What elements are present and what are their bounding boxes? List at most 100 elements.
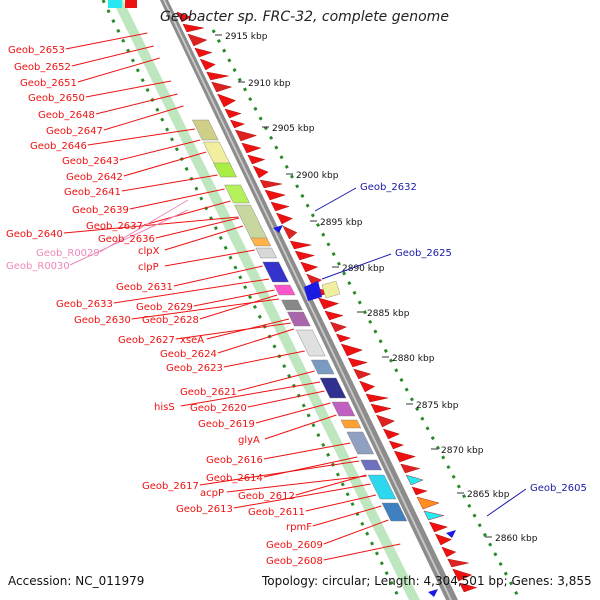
gene-block: [304, 281, 322, 301]
gene-label: Geob_2653: [8, 45, 65, 56]
gene-arrow: [211, 81, 233, 93]
leader-line: [321, 253, 392, 280]
gene-label: Geob_2614: [206, 473, 263, 484]
gene-label-right: Geob_2605: [530, 483, 587, 494]
strand-marker: [446, 530, 456, 538]
gene-label: Geob_2611: [248, 507, 305, 518]
tick-label: 2895 kbp: [320, 218, 363, 228]
gene-arrow: [247, 154, 266, 165]
leader-lines: [63, 32, 401, 561]
gene-arrow: [176, 11, 192, 23]
cog-block: [224, 184, 250, 204]
leader-line: [173, 265, 263, 287]
leader-line: [113, 278, 270, 304]
gene-arrow: [335, 333, 351, 343]
leader-line: [193, 289, 275, 307]
leader-line: [264, 414, 337, 440]
dotted-track-line: [211, 29, 522, 600]
gene-arrow: [182, 23, 204, 33]
leader-line: [486, 488, 527, 517]
gene-arrow: [411, 486, 428, 496]
tick-label: 2860 kbp: [495, 534, 538, 544]
gene-arrow: [241, 142, 262, 154]
gene-label: Geob_2650: [28, 93, 85, 104]
gene-arrow: [441, 546, 457, 558]
gene-label: Geob_2624: [160, 349, 217, 360]
rna-label: Geob_R0030: [6, 261, 70, 272]
tick-label: 2890 kbp: [342, 264, 385, 274]
leader-line: [247, 390, 325, 408]
leader-line: [129, 188, 225, 210]
gene-label: Geob_2633: [56, 299, 113, 310]
gene-label: Geob_2648: [38, 110, 95, 121]
gene-label: Geob_2619: [198, 419, 255, 430]
strand-marker: [428, 589, 438, 597]
leader-line: [65, 32, 148, 50]
tick-label: 2915 kbp: [225, 32, 268, 42]
leader-line: [71, 45, 154, 67]
gene-label: Geob_2646: [30, 141, 87, 152]
leader-line: [155, 217, 240, 239]
gene-arrow: [340, 343, 363, 357]
leader-line: [237, 370, 315, 392]
gene-arrow: [318, 297, 340, 310]
cog-block: [367, 474, 397, 500]
gene-arrow: [370, 403, 392, 414]
cog-block: [331, 401, 356, 417]
gene-arrow: [252, 165, 269, 179]
leader-line: [77, 57, 160, 83]
gene-arrow: [324, 310, 344, 321]
gene-label: Geob_2617: [142, 481, 199, 492]
genome-summary-text: Topology: circular; Length: 4,304,501 bp…: [262, 574, 592, 588]
leader-line: [87, 128, 195, 146]
track-band: [112, 0, 420, 600]
leader-line: [175, 322, 291, 340]
cog-block: [310, 359, 335, 375]
cog-block: [296, 329, 326, 357]
gene-arrow: [206, 71, 229, 81]
gene-arrow: [217, 93, 237, 108]
cog-block: [255, 247, 278, 259]
gene-arrow: [330, 321, 347, 333]
gene-label-right: Geob_2632: [360, 182, 417, 193]
gene-label: Geob_2613: [176, 504, 233, 515]
leader-line: [123, 151, 207, 177]
leader-line: [199, 294, 278, 320]
gene-label: Geob_2623: [166, 363, 223, 374]
genome-title: Geobacter sp. FRC-32, complete genome: [160, 9, 449, 25]
gene-arrow: [388, 440, 404, 450]
gene-label: Geob_2608: [266, 556, 323, 567]
leader-line: [206, 318, 290, 340]
gene-arrow: [259, 179, 283, 189]
leader-line: [164, 249, 255, 267]
gene-label: Geob_2627: [118, 335, 175, 346]
gene-arrow: [289, 240, 312, 250]
gene-arrow: [276, 212, 293, 225]
leader-line: [121, 174, 218, 192]
gene-label: Geob_2630: [74, 315, 131, 326]
gene-arrow: [234, 129, 258, 142]
cog-block: [281, 299, 303, 311]
cog-block: [287, 311, 311, 327]
gene-block: [321, 280, 341, 299]
gene-arrow: [423, 510, 445, 521]
gene-label: Geob_2631: [116, 282, 173, 293]
leader-line: [295, 474, 367, 496]
strand-marker: [273, 225, 283, 233]
gene-label: hisS: [154, 402, 175, 413]
tick-label: 2885 kbp: [367, 309, 410, 319]
gene-arrow: [187, 33, 208, 47]
leader-line: [103, 105, 184, 131]
gene-label: Geob_2643: [62, 156, 119, 167]
gene-arrow: [353, 368, 372, 380]
gene-arrow: [224, 108, 242, 119]
gene-arrow: [382, 428, 400, 440]
leader-line: [312, 505, 382, 527]
leader-line: [233, 483, 371, 509]
gene-label: Geob_2636: [98, 234, 155, 245]
cog-block: [273, 284, 296, 296]
tick-label: 2900 kbp: [296, 171, 339, 181]
cog-block: [319, 377, 347, 399]
gene-label: Geob_2616: [206, 455, 263, 466]
gene-label: xseA: [180, 335, 204, 346]
